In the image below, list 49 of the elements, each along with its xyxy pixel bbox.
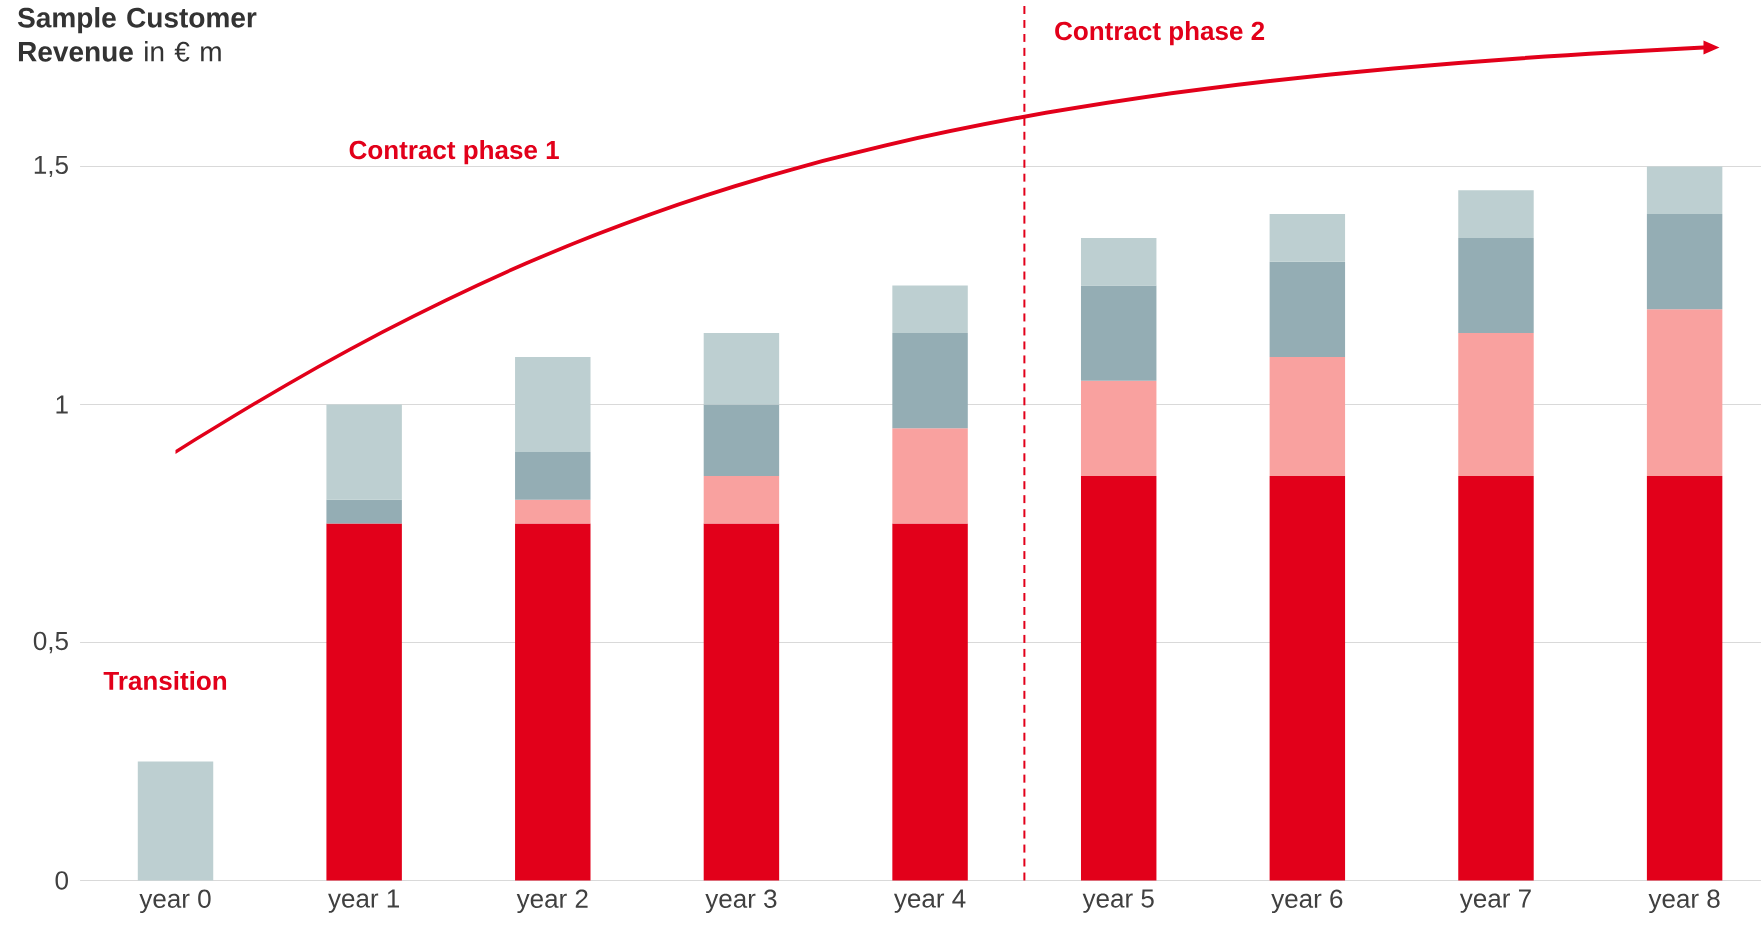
bar <box>137 761 214 881</box>
y-tick-label: 0,5 <box>33 631 68 654</box>
bar <box>703 523 780 881</box>
x-tick-label: year 2 <box>516 889 588 914</box>
x-tick-label: year 8 <box>1648 889 1720 914</box>
bar <box>703 404 780 477</box>
bar <box>703 476 780 524</box>
text: Contract phase 2 <box>1055 21 1265 46</box>
bar <box>1646 476 1723 881</box>
annotation: Transition <box>103 671 227 691</box>
bar <box>1458 333 1534 477</box>
bar <box>326 499 402 524</box>
bar <box>1269 357 1346 477</box>
chart-title: Sample Customer Revenue in € m <box>17 7 257 62</box>
bar <box>1269 214 1346 262</box>
bar <box>1646 214 1723 310</box>
bar <box>515 523 591 881</box>
bar <box>703 333 780 405</box>
x-tick-label: year 3 <box>705 889 777 914</box>
bar <box>892 333 968 429</box>
y-tick-label: 1,5 <box>34 156 68 178</box>
bar <box>1458 190 1534 239</box>
bar <box>1458 238 1534 334</box>
bar <box>326 404 402 500</box>
bar <box>326 523 402 881</box>
bar <box>515 452 591 500</box>
bar <box>1646 166 1723 215</box>
x-tick-label: year 1 <box>328 889 400 914</box>
bar <box>892 285 968 334</box>
bar <box>1269 261 1346 358</box>
bar <box>892 428 968 524</box>
bar <box>1646 309 1723 477</box>
x-tick-label: year 4 <box>893 889 966 914</box>
bar <box>1080 476 1157 881</box>
text: Contract phase 1 <box>349 140 559 165</box>
x-tick-label: year 0 <box>139 889 211 914</box>
bar <box>1080 380 1157 477</box>
x-tick-label: year 7 <box>1459 889 1531 914</box>
bar <box>1080 285 1157 381</box>
bar <box>892 523 968 881</box>
y-tick-label: 0 <box>55 871 68 890</box>
x-tick-label: year 5 <box>1082 889 1154 914</box>
bar <box>515 499 591 524</box>
x-tick-label: year 6 <box>1271 889 1343 914</box>
bar <box>515 357 591 453</box>
bar <box>1269 476 1346 881</box>
bar <box>1458 476 1534 881</box>
y-tick-label: 1 <box>56 395 68 414</box>
bar <box>1080 238 1157 286</box>
